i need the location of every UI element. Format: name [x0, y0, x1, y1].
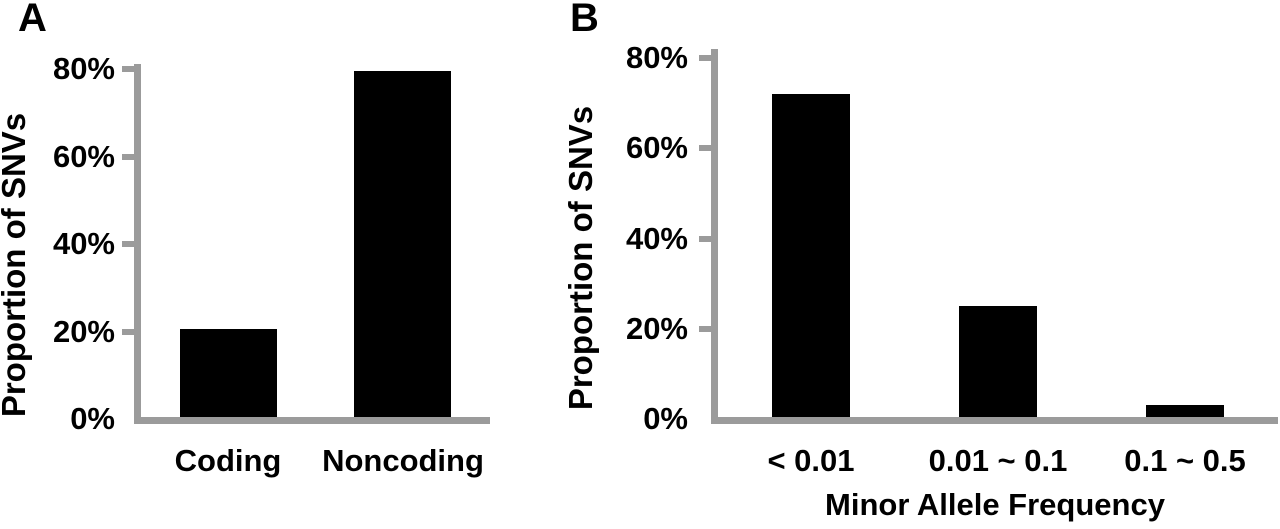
bar-0.01 ~ 0.1: [959, 306, 1037, 419]
y-tick-label: 60%: [625, 130, 688, 165]
panel-a-letter: A: [18, 0, 47, 40]
y-axis-line: [134, 64, 141, 424]
x-axis-line: [134, 417, 490, 424]
y-tick: [122, 241, 134, 247]
x-tick-label: < 0.01: [767, 443, 855, 478]
x-tick-label: 0.01 ~ 0.1: [928, 443, 1068, 478]
x-tick-label: Noncoding: [322, 443, 484, 478]
bar-Coding: [180, 329, 277, 419]
y-tick: [122, 329, 134, 335]
panel-b-x-axis-title: Minor Allele Frequency: [825, 487, 1165, 522]
y-tick-label: 20%: [52, 314, 115, 349]
y-tick-label: 60%: [52, 139, 115, 174]
y-tick-label: 80%: [52, 51, 115, 86]
y-tick-label: 20%: [625, 311, 688, 346]
bar-< 0.01: [772, 94, 850, 419]
y-tick: [699, 326, 711, 332]
y-tick-label: 0%: [643, 401, 688, 436]
y-tick: [122, 154, 134, 160]
y-axis-line: [711, 49, 718, 424]
bar-Noncoding: [354, 71, 451, 419]
y-tick-label: 0%: [70, 401, 115, 436]
panel-b-letter: B: [570, 0, 599, 40]
x-tick-label: 0.1 ~ 0.5: [1124, 443, 1246, 478]
y-tick-label: 40%: [52, 226, 115, 261]
y-tick: [122, 66, 134, 72]
bar-0.1 ~ 0.5: [1146, 405, 1224, 419]
y-tick-label: 80%: [625, 40, 688, 75]
x-axis-line: [711, 417, 1278, 424]
y-tick: [699, 236, 711, 242]
x-tick-label: Coding: [174, 443, 282, 478]
y-tick-label: 40%: [625, 221, 688, 256]
y-tick: [699, 55, 711, 61]
y-tick: [699, 145, 711, 151]
